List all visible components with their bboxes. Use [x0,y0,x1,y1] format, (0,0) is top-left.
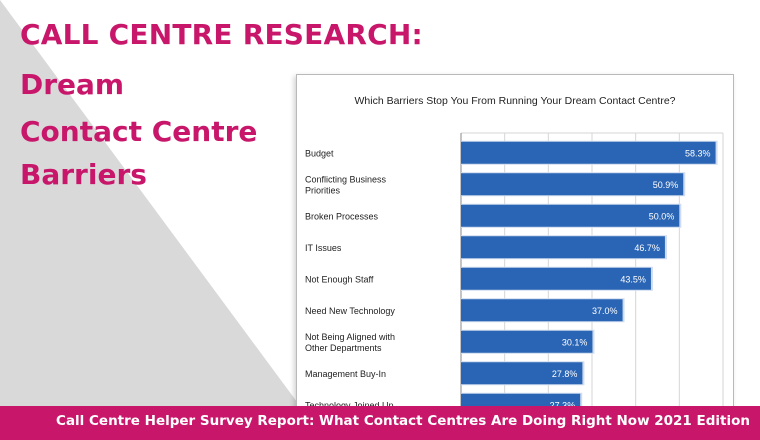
bar [461,173,684,196]
category-label: Technology Joined Up [305,400,394,410]
bar [461,362,583,385]
headline-line-4: Barriers [20,158,147,191]
bar-value-label: 37.0% [592,306,618,316]
chart-title: Which Barriers Stop You From Running You… [355,95,676,107]
bar-value-label: 27.8% [552,369,578,379]
footer-bar: Call Centre Helper Survey Report: What C… [0,406,760,440]
bar-chart: Which Barriers Stop You From Running You… [305,95,724,415]
bar-value-label: 27.3% [550,400,576,410]
category-label: IT Issues [305,243,342,253]
bar [461,267,651,290]
bar [461,141,716,164]
bar [461,330,593,353]
chart-card: Which Barriers Stop You From Running You… [296,74,734,416]
category-label: Not Enough Staff [305,274,374,284]
category-label: Need New Technology [305,306,395,316]
bar [461,299,623,322]
category-label: Management Buy-In [305,369,386,379]
bar [461,236,665,259]
bar-value-label: 43.5% [620,274,646,284]
bar-value-label: 50.9% [653,180,679,190]
category-label: Budget [305,148,334,158]
category-label: Not Being Aligned with Other Departments [305,332,395,353]
headline-line-1: CALL CENTRE RESEARCH: [20,18,423,51]
bar [461,204,680,227]
headline-line-2: Dream [20,68,125,101]
bar-value-label: 30.1% [562,337,588,347]
footer-caption: Call Centre Helper Survey Report: What C… [56,413,750,429]
category-label: Conflicting Business Priorities [305,174,387,195]
bar-value-label: 58.3% [685,148,711,158]
headline-line-3: Contact Centre [20,115,258,148]
bar-value-label: 50.0% [649,211,675,221]
category-label: Broken Processes [305,211,379,221]
bar-value-label: 46.7% [634,243,660,253]
